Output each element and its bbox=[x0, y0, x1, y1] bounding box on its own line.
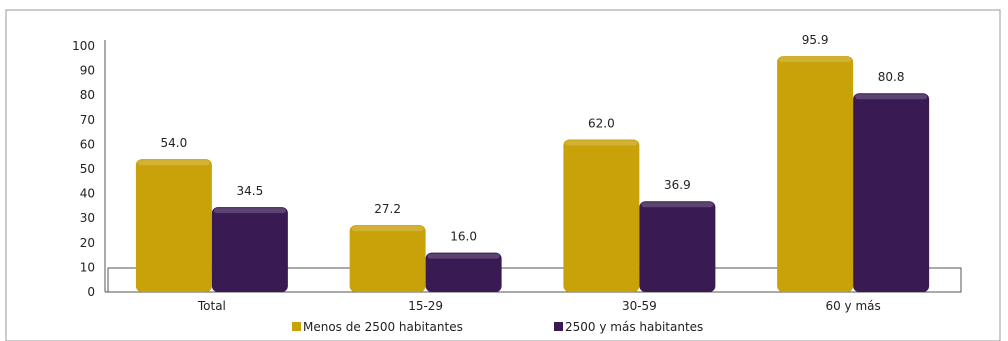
y-tick-label: 20 bbox=[80, 236, 95, 250]
bar-mas-0 bbox=[211, 207, 288, 292]
bar-highlight bbox=[641, 202, 714, 208]
bar-highlight bbox=[855, 94, 928, 100]
legend-label-mas: 2500 y más habitantes bbox=[565, 320, 703, 334]
legend: Menos de 2500 habitantes 2500 y más habi… bbox=[292, 320, 703, 334]
x-category-label: 60 y más bbox=[825, 299, 880, 313]
x-category-labels: Total 15-29 30-59 60 y más bbox=[197, 299, 881, 313]
value-label: 16.0 bbox=[450, 230, 477, 244]
y-tick-labels: 0 10 20 30 40 50 60 70 80 90 100 bbox=[72, 39, 95, 299]
y-tick-label: 100 bbox=[72, 39, 95, 53]
plot-highlight-box bbox=[107, 267, 962, 293]
bar-highlight bbox=[779, 57, 852, 63]
value-label: 62.0 bbox=[588, 116, 615, 130]
bar-menos-2 bbox=[563, 139, 640, 292]
bar-highlight bbox=[213, 208, 286, 214]
y-tick-label: 0 bbox=[87, 285, 95, 299]
bar-highlight bbox=[137, 160, 210, 166]
bar-menos-3 bbox=[777, 56, 854, 292]
bar-highlight bbox=[351, 226, 424, 232]
value-label: 54.0 bbox=[161, 136, 188, 150]
y-tick-label: 70 bbox=[80, 113, 95, 127]
y-tick-label: 60 bbox=[80, 137, 95, 151]
x-category-label: 30-59 bbox=[622, 299, 657, 313]
value-label: 36.9 bbox=[664, 178, 691, 192]
legend-swatch-menos bbox=[292, 322, 301, 331]
bar-highlight bbox=[427, 253, 500, 259]
value-label: 80.8 bbox=[878, 70, 905, 84]
value-label: 34.5 bbox=[237, 184, 264, 198]
y-tick-label: 50 bbox=[80, 162, 95, 176]
bar-highlight bbox=[565, 140, 638, 146]
value-labels: 54.0 34.5 27.2 16.0 62.0 36.9 95.9 80.8 bbox=[161, 33, 905, 244]
y-tick-label: 40 bbox=[80, 187, 95, 201]
bar-mas-2 bbox=[639, 201, 716, 292]
legend-label-menos: Menos de 2500 habitantes bbox=[303, 320, 463, 334]
bars-group bbox=[135, 56, 930, 293]
bar-mas-3 bbox=[853, 93, 930, 293]
bar-menos-0 bbox=[135, 159, 212, 292]
bar-menos-1 bbox=[349, 225, 426, 292]
x-category-label: Total bbox=[197, 299, 226, 313]
y-tick-label: 30 bbox=[80, 211, 95, 225]
value-label: 27.2 bbox=[374, 202, 401, 216]
value-label: 95.9 bbox=[802, 33, 829, 47]
y-tick-label: 80 bbox=[80, 88, 95, 102]
x-category-label: 15-29 bbox=[408, 299, 443, 313]
y-tick-label: 90 bbox=[80, 64, 95, 78]
bar-mas-1 bbox=[425, 252, 502, 292]
legend-swatch-mas bbox=[554, 322, 563, 331]
y-tick-label: 10 bbox=[80, 260, 95, 274]
